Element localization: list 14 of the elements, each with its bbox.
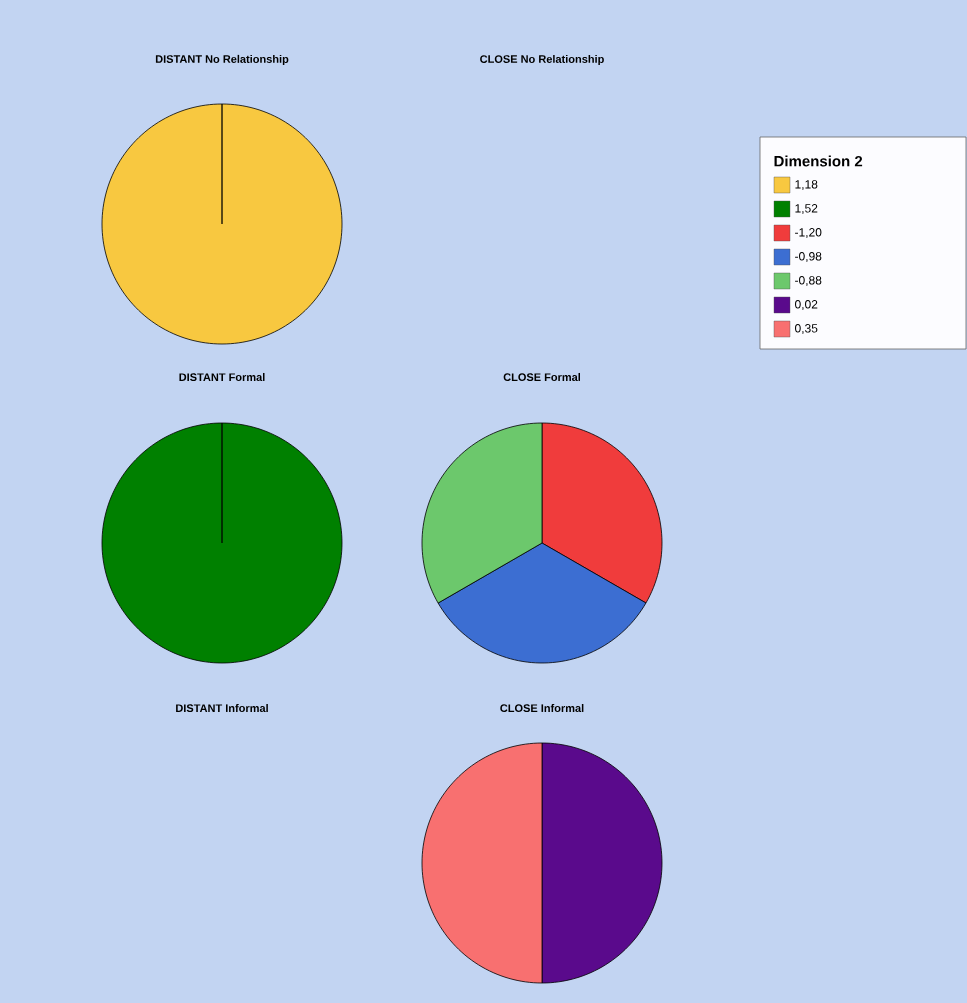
legend-label: 1,52 bbox=[795, 204, 818, 214]
legend-label: 0,02 bbox=[795, 300, 818, 310]
text: CLOSE Formal bbox=[503, 372, 581, 382]
legend-label: -0,88 bbox=[795, 276, 822, 286]
legend-label: 0,35 bbox=[795, 324, 818, 334]
text: DISTANT Formal bbox=[179, 372, 265, 382]
text: CLOSE Informal bbox=[500, 703, 584, 713]
text: DISTANT Informal bbox=[176, 703, 268, 713]
legend-label: -1,20 bbox=[795, 228, 822, 238]
chart-title: DISTANT No Relationship bbox=[155, 54, 289, 66]
legend-label: 1,18 bbox=[795, 180, 818, 190]
legend-title: Dimension 2 bbox=[774, 155, 863, 167]
legend-label: -0,98 bbox=[795, 252, 822, 262]
text: CLOSE No Relationship bbox=[480, 54, 604, 66]
